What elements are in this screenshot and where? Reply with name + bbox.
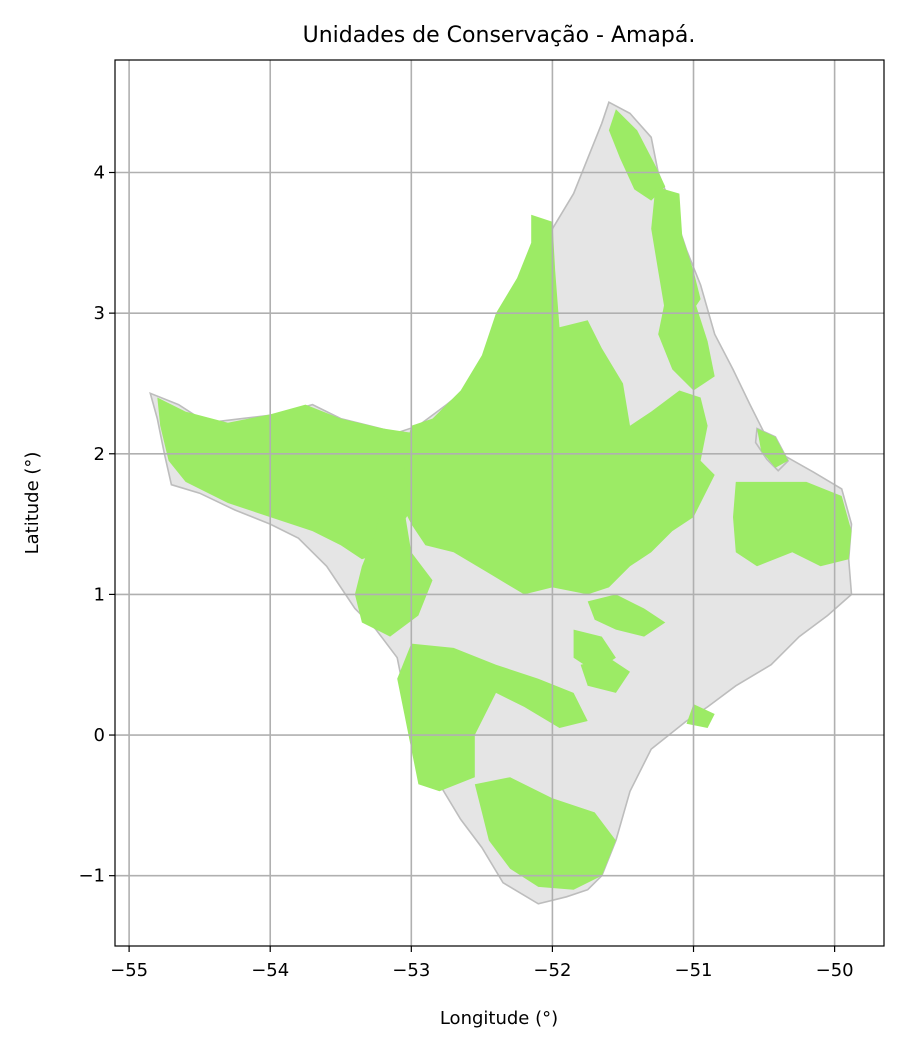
conservation-unit — [157, 397, 412, 560]
map-title: Unidades de Conservação - Amapá. — [303, 23, 696, 48]
conservation-unit — [608, 109, 666, 201]
conservation-unit — [580, 657, 630, 693]
x-tick-label: −53 — [392, 960, 430, 981]
y-tick-label: 1 — [94, 584, 105, 605]
y-tick-label: 3 — [94, 303, 105, 324]
y-axis-label: Latitude (°) — [22, 452, 43, 555]
conservation-unit — [733, 481, 852, 567]
x-tick-label: −54 — [251, 960, 289, 981]
x-tick-label: −51 — [675, 960, 713, 981]
y-tick-label: 4 — [94, 163, 105, 184]
x-axis-label: Longitude (°) — [440, 1008, 558, 1029]
y-tick-label: 0 — [94, 725, 105, 746]
plot-frame — [114, 59, 885, 947]
conservation-unit — [658, 299, 715, 391]
conservation-unit — [651, 186, 701, 321]
x-tick-label: −55 — [110, 960, 148, 981]
y-tick-label: 2 — [94, 444, 105, 465]
conservation-unit — [397, 214, 715, 595]
conservation-unit — [354, 496, 433, 637]
map-layer — [115, 60, 884, 946]
conservation-unit — [474, 777, 616, 890]
conservation-unit — [587, 594, 666, 637]
y-tick-label: −1 — [78, 866, 105, 887]
axis-ticks: −55 −54 −53 −52 −51 −50 −1 0 1 2 3 4 — [78, 163, 853, 981]
conservation-unit — [397, 643, 588, 792]
x-tick-label: −50 — [816, 960, 854, 981]
conservation-unit — [757, 428, 789, 468]
x-tick-label: −52 — [533, 960, 571, 981]
